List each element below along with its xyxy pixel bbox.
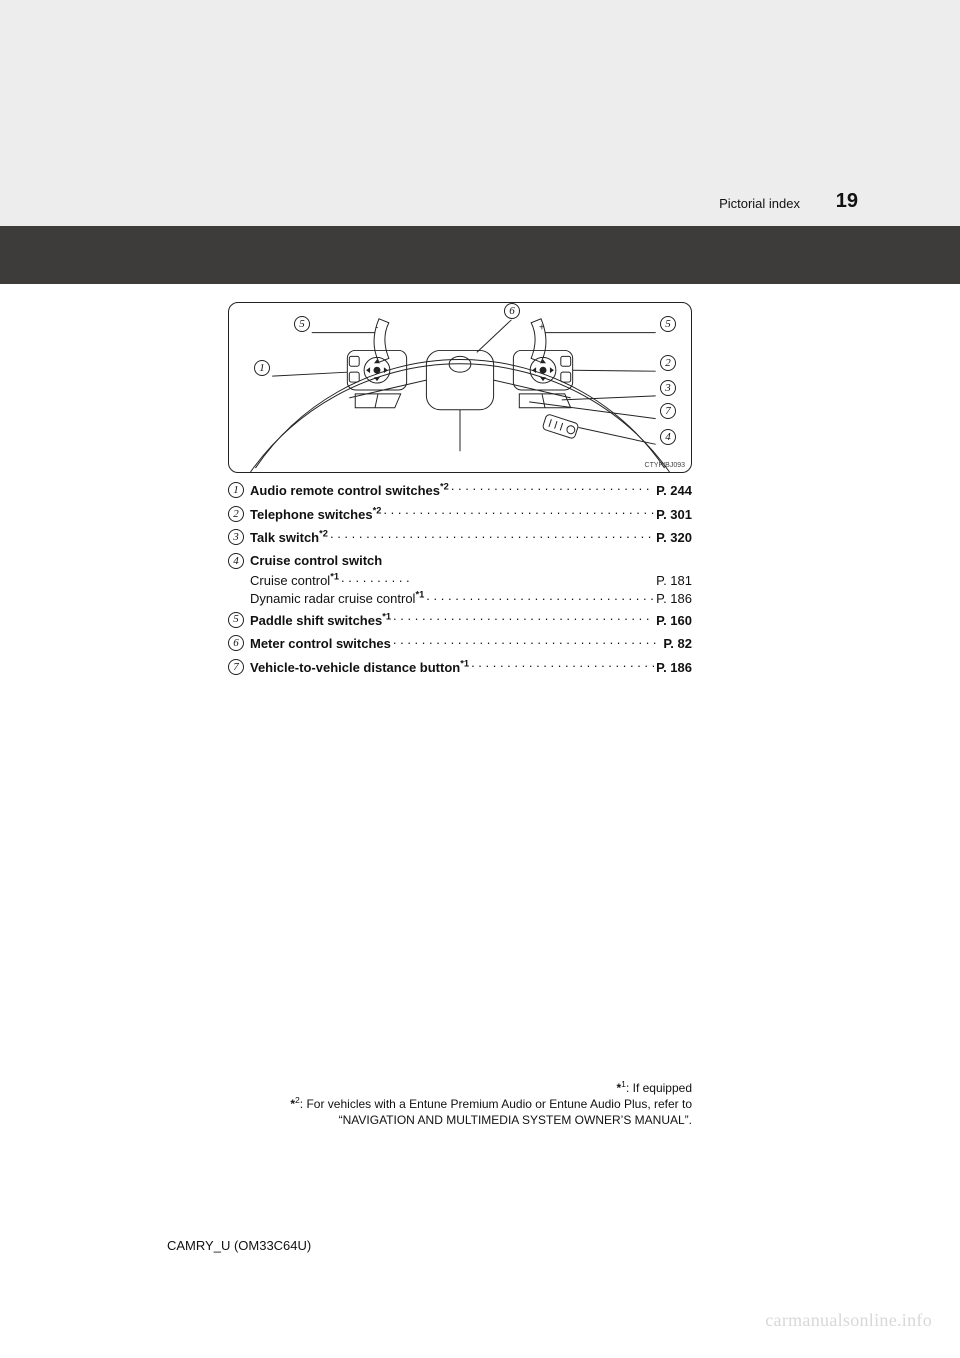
callout-7: 7 <box>660 403 676 419</box>
item-page: P. 301 <box>656 507 692 524</box>
header-band-dark <box>0 226 960 284</box>
item-label: Cruise control switch <box>250 553 382 570</box>
item-marker: 6 <box>228 635 244 651</box>
leader-dots <box>341 572 654 585</box>
list-item: 2 Telephone switches*2 P. 301 <box>228 506 692 524</box>
header-band-light <box>0 0 960 226</box>
list-item: 6 Meter control switches P. 82 <box>228 635 692 653</box>
footnote: *1: If equipped <box>228 1080 692 1096</box>
leader-dots <box>330 529 654 542</box>
item-page: P. 320 <box>656 530 692 547</box>
item-label: Meter control switches <box>250 636 391 653</box>
subitem-label: Cruise control*1 <box>250 573 339 588</box>
item-marker: 4 <box>228 553 244 569</box>
subitem-label: Dynamic radar cruise control*1 <box>250 591 424 606</box>
item-marker: 7 <box>228 659 244 675</box>
list-item: 4 Cruise control switch <box>228 553 692 570</box>
list-item: 3 Talk switch*2 P. 320 <box>228 529 692 547</box>
callout-5-right: 5 <box>660 316 676 332</box>
callout-2: 2 <box>660 355 676 371</box>
item-page: P. 244 <box>656 483 692 500</box>
section-title: Pictorial index <box>719 196 800 211</box>
running-header: Pictorial index 19 <box>719 196 800 211</box>
footnote: *2: For vehicles with a Entune Premium A… <box>228 1096 692 1128</box>
index-list: 1 Audio remote control switches*2 P. 244… <box>228 482 692 682</box>
page: Pictorial index 19 - + <box>0 0 960 1358</box>
leader-dots <box>383 506 654 519</box>
callout-3: 3 <box>660 380 676 396</box>
leader-dots <box>451 482 654 495</box>
callout-1: 1 <box>254 360 270 376</box>
item-marker: 5 <box>228 612 244 628</box>
list-subitem: Cruise control*1 P. 181 <box>250 572 692 588</box>
list-item: 7 Vehicle-to-vehicle distance button*1 P… <box>228 659 692 677</box>
item-label: Paddle shift switches*1 <box>250 613 391 630</box>
leader-dots <box>393 635 661 648</box>
svg-text:-: - <box>375 323 378 334</box>
item-label: Talk switch*2 <box>250 530 328 547</box>
callout-5-left: 5 <box>294 316 310 332</box>
leader-dots <box>393 612 654 625</box>
diagram-code: CTYPIBJ093 <box>645 462 685 469</box>
watermark: carmanualsonline.info <box>765 1310 932 1331</box>
callout-4: 4 <box>660 429 676 445</box>
leader-dots <box>471 659 654 672</box>
item-label: Audio remote control switches*2 <box>250 483 449 500</box>
item-marker: 2 <box>228 506 244 522</box>
item-label: Telephone switches*2 <box>250 507 381 524</box>
item-marker: 3 <box>228 529 244 545</box>
callout-6: 6 <box>504 303 520 319</box>
subitem-page: P. 186 <box>656 591 692 606</box>
item-page: P. 82 <box>663 636 692 653</box>
footnotes: *1: If equipped *2: For vehicles with a … <box>228 1080 692 1129</box>
leader-dots <box>426 590 654 603</box>
document-id: CAMRY_U (OM33C64U) <box>167 1238 311 1253</box>
item-page: P. 186 <box>656 660 692 677</box>
page-number: 19 <box>836 190 858 213</box>
list-item: 1 Audio remote control switches*2 P. 244 <box>228 482 692 500</box>
list-subitem: Dynamic radar cruise control*1 P. 186 <box>250 590 692 606</box>
item-marker: 1 <box>228 482 244 498</box>
item-page: P. 160 <box>656 613 692 630</box>
list-item: 5 Paddle shift switches*1 P. 160 <box>228 612 692 630</box>
subitem-page: P. 181 <box>656 573 692 588</box>
svg-text:+: + <box>539 323 545 334</box>
item-label: Vehicle-to-vehicle distance button*1 <box>250 660 469 677</box>
